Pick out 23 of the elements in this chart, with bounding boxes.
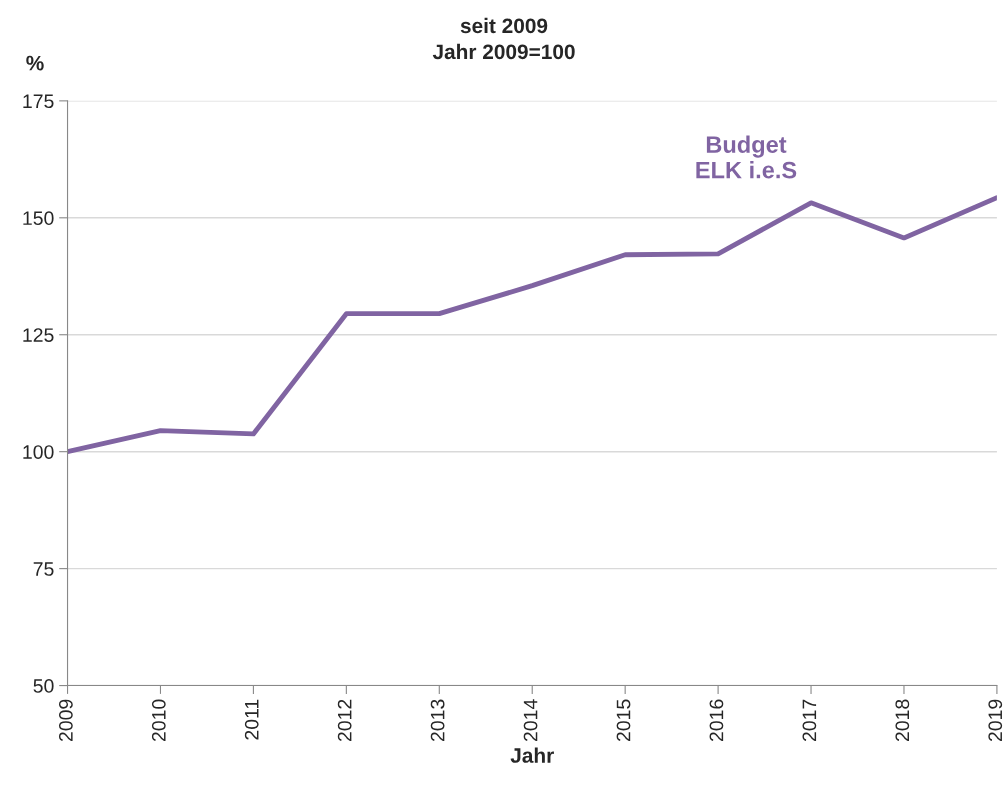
x-tick-label: 2011 <box>244 699 259 740</box>
y-tick-label: 50 <box>33 679 54 693</box>
chart-title: seit 2009 <box>460 17 548 34</box>
y-axis-title: % <box>26 55 44 71</box>
x-tick-label: 2009 <box>58 699 73 742</box>
chart-subtitle: Jahr 2009=100 <box>432 43 575 60</box>
x-tick-label: 2014 <box>523 699 538 742</box>
series-label: Budget ELK i.e.S <box>696 135 797 179</box>
x-tick-label: 2018 <box>895 699 910 742</box>
x-tick-label: 2013 <box>430 699 445 742</box>
x-tick-label: 2012 <box>337 699 352 742</box>
x-tick-label: 2017 <box>802 699 817 742</box>
y-tick-label: 150 <box>23 211 54 226</box>
y-tick-label: 125 <box>23 328 54 342</box>
x-tick-label: 2015 <box>616 699 631 742</box>
y-tick-label: 175 <box>23 94 54 109</box>
y-tick-label: 75 <box>33 562 54 576</box>
x-tick-label: 2016 <box>709 699 724 742</box>
line-series <box>67 195 997 455</box>
y-tick-label: 100 <box>23 445 54 459</box>
x-axis-title: Jahr <box>510 747 554 763</box>
x-tick-label: 2019 <box>988 699 1003 742</box>
x-tick-label: 2010 <box>151 699 166 742</box>
